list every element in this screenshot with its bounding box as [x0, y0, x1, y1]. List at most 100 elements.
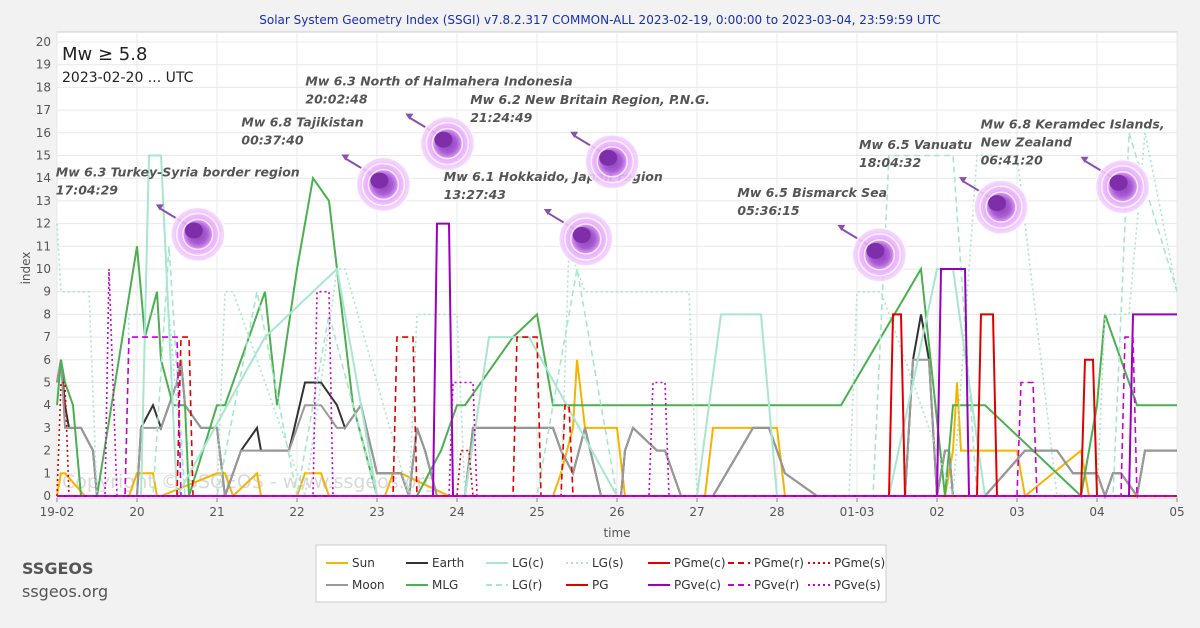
y-tick-label: 8 — [43, 307, 51, 321]
y-tick-label: 2 — [43, 444, 51, 458]
earthquake-marker-core — [572, 226, 591, 243]
earthquake-marker-ring — [361, 162, 406, 207]
chart-header-title: Solar System Geometry Index (SSGI) v7.8.… — [259, 13, 940, 27]
earthquake-annotation: Mw 6.5 Bismarck Sea 05:36:15 — [737, 185, 908, 283]
earthquake-annotation: Mw 6.8 Tajikistan 00:37:40 — [241, 114, 412, 213]
y-tick-label: 3 — [43, 421, 51, 435]
legend-label-pg: PG — [592, 578, 609, 592]
earthquake-time: 18:04:32 — [859, 155, 921, 170]
earthquake-pointer-head — [405, 113, 414, 120]
earthquake-marker-ring — [570, 223, 602, 255]
earthquake-marker-ring — [979, 185, 1023, 229]
y-tick-label: 18 — [36, 80, 51, 94]
earthquake-marker-ring — [985, 191, 1017, 223]
y-tick-label: 10 — [36, 262, 51, 276]
earthquake-marker-ring — [584, 134, 640, 190]
earthquake-pointer-head — [1080, 156, 1089, 163]
legend-label-pgve-s: PGve(s) — [834, 578, 881, 592]
earthquake-time: 20:02:48 — [305, 92, 367, 107]
earthquake-label: Mw 6.3 North of Halmahera Indonesia — [305, 74, 572, 89]
earthquake-marker-ring — [170, 206, 226, 263]
earthquake-marker-core — [434, 131, 453, 148]
earthquake-marker-ring — [182, 218, 214, 251]
y-tick-label: 6 — [43, 353, 51, 367]
earthquake-marker-core — [988, 195, 1006, 212]
earthquake-pointer-head — [543, 208, 552, 215]
earthquake-marker-ring — [973, 179, 1029, 235]
series-line-mlg — [56, 175, 1177, 499]
y-tick-label: 5 — [43, 376, 51, 390]
earthquake-pointer-head — [155, 204, 164, 211]
x-tick-label: 27 — [689, 505, 704, 519]
x-axis-label: time — [603, 526, 630, 540]
x-tick-label: 28 — [769, 505, 784, 519]
earthquake-marker-core — [866, 242, 885, 259]
date-filter: 2023-02-20 ... UTC — [62, 70, 194, 86]
y-tick-label: 20 — [36, 35, 51, 49]
x-tick-label: 02 — [929, 505, 944, 519]
y-tick-label: 14 — [36, 171, 51, 185]
earthquake-annotations: Mw 6.3 Turkey-Syria border region 17:04:2… — [56, 74, 1165, 283]
earthquake-marker-ring — [1106, 170, 1139, 203]
y-tick-label: 12 — [36, 217, 51, 231]
series-line-pgve-r — [57, 336, 1177, 497]
series-line-pgve-s — [57, 268, 1177, 497]
earthquake-annotation: Mw 6.2 New Britain Region, P.N.G. 21:24:4… — [470, 92, 710, 190]
y-tick-label: 7 — [43, 330, 51, 344]
y-tick-label: 17 — [36, 103, 51, 117]
x-tick-label: 05 — [1169, 505, 1184, 519]
brand-name: SSGEOS — [22, 559, 94, 578]
earthquake-marker-core — [370, 172, 389, 189]
x-tick-label: 19-02 — [40, 505, 75, 519]
earthquake-pointer-head — [570, 131, 579, 138]
legend-label-lg-r: LG(r) — [512, 578, 542, 592]
y-tick-label: 4 — [43, 398, 51, 412]
magnitude-filter: Mw ≥ 5.8 — [62, 44, 147, 65]
brand-url: ssgeos.org — [22, 582, 108, 601]
earthquake-marker-ring — [558, 211, 614, 267]
earthquake-marker-ring — [863, 239, 896, 271]
x-axis-ticks: 19-02 20 21 22 23 24 25 26 27 28 01-03 02 03 04 05 — [40, 498, 1185, 519]
legend: Sun Earth LG(c) LG(s) PGme(c) PGme(r) PGme(s) M… — [326, 556, 885, 592]
earthquake-marker-core — [599, 149, 618, 166]
earthquake-pointer-head — [837, 224, 846, 231]
earthquake-label: Mw 6.8 Tajikistan — [241, 114, 363, 129]
earthquake-marker-ring — [1100, 164, 1145, 209]
legend-label-sun: Sun — [352, 556, 375, 570]
earthquake-time: 06:41:20 — [981, 153, 1043, 168]
legend-label-earth: Earth — [432, 556, 464, 570]
earthquake-marker-core — [184, 222, 203, 239]
earthquake-marker-ring — [596, 146, 628, 178]
x-tick-label: 25 — [529, 505, 544, 519]
earthquake-marker-ring — [425, 121, 470, 166]
earthquake-label: Mw 6.8 Keramdec Islands, — [981, 117, 1165, 132]
earthquake-marker-ring — [590, 140, 634, 184]
y-tick-label: 15 — [36, 149, 51, 163]
x-tick-label: 24 — [449, 505, 464, 519]
x-tick-label: 04 — [1089, 505, 1104, 519]
legend-label-lg-c: LG(c) — [512, 556, 544, 570]
legend-box — [315, 544, 887, 603]
legend-label-lg-s: LG(s) — [592, 556, 624, 570]
earthquake-marker-ring — [419, 115, 476, 172]
earthquake-marker-ring — [355, 156, 412, 213]
legend-label-pgme-r: PGme(r) — [754, 556, 804, 570]
earthquake-marker-ring — [851, 227, 908, 283]
series-line-lg-c — [57, 154, 1177, 500]
earthquake-label-line2: New Zealand — [981, 135, 1073, 150]
earthquake-time: 13:27:43 — [444, 187, 506, 202]
earthquake-time: 00:37:40 — [241, 132, 303, 147]
series-lines — [56, 132, 1178, 500]
series-line-lg-s — [56, 132, 1178, 497]
legend-label-pgme-c: PGme(c) — [674, 556, 726, 570]
earthquake-time: 17:04:29 — [56, 182, 118, 197]
earthquake-marker-ring — [564, 217, 608, 261]
x-tick-label: 23 — [369, 505, 384, 519]
x-tick-label: 21 — [209, 505, 224, 519]
earthquake-pointer-head — [959, 177, 967, 184]
y-tick-label: 9 — [43, 285, 51, 299]
earthquake-label: Mw 6.5 Bismarck Sea — [737, 185, 887, 200]
earthquake-marker-ring — [1094, 158, 1151, 215]
